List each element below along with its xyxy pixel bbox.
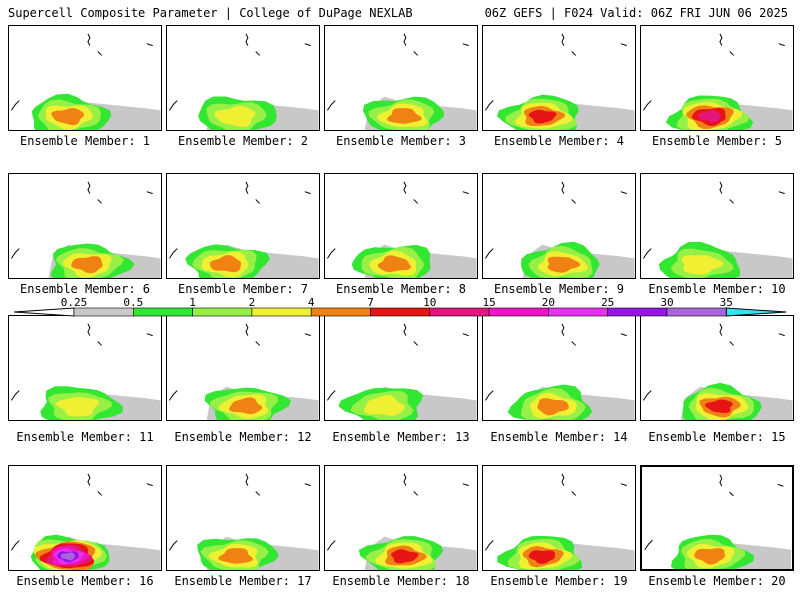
legend-swatch <box>666 307 727 317</box>
member-map <box>644 474 792 569</box>
member-label-11: Ensemble Member: 11 <box>16 430 154 444</box>
member-label-15: Ensemble Member: 15 <box>648 430 786 444</box>
legend-swatch <box>370 307 431 317</box>
member-label-19: Ensemble Member: 19 <box>490 574 628 588</box>
member-map <box>485 473 635 570</box>
legend-tick-label: 0.25 <box>61 296 88 309</box>
member-panel-4[interactable] <box>482 25 636 131</box>
member-panel-10[interactable] <box>640 173 794 279</box>
legend-tick-label: 35 <box>720 296 733 309</box>
legend-swatch <box>133 307 193 317</box>
legend-tick-label: 0.5 <box>123 296 143 309</box>
member-label-12: Ensemble Member: 12 <box>174 430 312 444</box>
member-label-2: Ensemble Member: 2 <box>177 134 309 148</box>
legend-swatch <box>192 307 253 317</box>
member-panel-20[interactable] <box>640 465 794 571</box>
member-map <box>485 323 635 420</box>
legend-tick-label: 2 <box>249 296 256 309</box>
member-map <box>643 181 793 278</box>
member-panel-6[interactable] <box>8 173 162 279</box>
member-map <box>643 323 793 420</box>
member-label-5: Ensemble Member: 5 <box>651 134 783 148</box>
legend-tick-label: 4 <box>308 296 315 309</box>
member-label-13: Ensemble Member: 13 <box>332 430 470 444</box>
member-label-6: Ensemble Member: 6 <box>19 282 151 296</box>
member-label-3: Ensemble Member: 3 <box>335 134 467 148</box>
member-panel-8[interactable] <box>324 173 478 279</box>
member-panel-7[interactable] <box>166 173 320 279</box>
member-map <box>11 473 161 570</box>
legend-swatch <box>429 307 490 317</box>
run-info: 06Z GEFS | F024 Valid: 06Z FRI JUN 06 20… <box>484 6 788 20</box>
member-map <box>169 473 319 570</box>
member-panel-15[interactable] <box>640 315 794 421</box>
legend-high-arrow <box>725 307 787 317</box>
member-panel-5[interactable] <box>640 25 794 131</box>
member-map <box>11 181 161 278</box>
legend-swatch <box>310 307 371 317</box>
member-label-7: Ensemble Member: 7 <box>177 282 309 296</box>
member-panel-9[interactable] <box>482 173 636 279</box>
member-panel-14[interactable] <box>482 315 636 421</box>
legend-tick-label: 30 <box>660 296 673 309</box>
member-map <box>327 323 477 420</box>
member-label-17: Ensemble Member: 17 <box>174 574 312 588</box>
member-label-8: Ensemble Member: 8 <box>335 282 467 296</box>
member-label-1: Ensemble Member: 1 <box>19 134 151 148</box>
member-label-9: Ensemble Member: 9 <box>493 282 625 296</box>
member-map <box>169 323 319 420</box>
member-panel-1[interactable] <box>8 25 162 131</box>
legend-swatch <box>548 307 609 317</box>
member-panel-12[interactable] <box>166 315 320 421</box>
legend-swatch <box>607 307 668 317</box>
member-map <box>169 181 319 278</box>
legend-tick-label: 10 <box>423 296 436 309</box>
member-label-20: Ensemble Member: 20 <box>648 574 786 588</box>
member-map <box>327 181 477 278</box>
member-label-14: Ensemble Member: 14 <box>490 430 628 444</box>
member-map <box>485 181 635 278</box>
member-map <box>11 33 161 130</box>
page-title: Supercell Composite Parameter | College … <box>8 6 413 20</box>
member-panel-16[interactable] <box>8 465 162 571</box>
color-legend: 0.25 0.5 1 2 4 7 10 15 20 25 30 35 <box>13 296 787 317</box>
legend-swatch <box>488 307 549 317</box>
member-panel-2[interactable] <box>166 25 320 131</box>
member-map <box>327 33 477 130</box>
member-panel-17[interactable] <box>166 465 320 571</box>
legend-tick-label: 25 <box>601 296 614 309</box>
member-map <box>11 323 161 420</box>
legend-tick-label: 20 <box>542 296 555 309</box>
member-map <box>327 473 477 570</box>
member-panel-19[interactable] <box>482 465 636 571</box>
legend-swatch <box>251 307 312 317</box>
legend-tick-label: 7 <box>367 296 374 309</box>
member-label-4: Ensemble Member: 4 <box>493 134 625 148</box>
member-map <box>485 33 635 130</box>
member-label-10: Ensemble Member: 10 <box>648 282 786 296</box>
member-label-18: Ensemble Member: 18 <box>332 574 470 588</box>
member-map <box>643 33 793 130</box>
member-map <box>169 33 319 130</box>
legend-tick-label: 15 <box>482 296 495 309</box>
legend-tick-label: 1 <box>189 296 196 309</box>
member-panel-13[interactable] <box>324 315 478 421</box>
member-panel-3[interactable] <box>324 25 478 131</box>
member-panel-11[interactable] <box>8 315 162 421</box>
member-panel-18[interactable] <box>324 465 478 571</box>
legend-low-arrow <box>13 307 75 317</box>
legend-swatch <box>73 307 134 317</box>
member-label-16: Ensemble Member: 16 <box>16 574 154 588</box>
